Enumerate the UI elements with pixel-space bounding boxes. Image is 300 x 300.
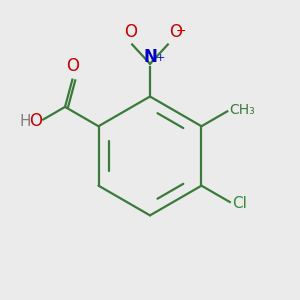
Text: O: O [169,23,182,41]
Text: +: + [155,52,165,63]
Text: Cl: Cl [232,196,247,211]
Text: H: H [20,113,31,128]
Text: O: O [66,57,79,75]
Text: O: O [124,23,137,41]
Text: −: − [176,25,186,38]
Text: O: O [29,112,42,130]
Text: N: N [143,48,157,66]
Text: CH₃: CH₃ [230,103,255,117]
